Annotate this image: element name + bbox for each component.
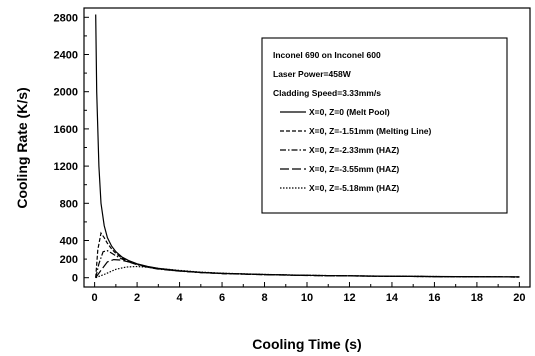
- y-tick-label: 1200: [54, 161, 78, 173]
- x-tick-label: 10: [301, 292, 313, 304]
- legend-entry-label: X=0, Z=-2.33mm (HAZ): [309, 145, 399, 155]
- series-line: [95, 258, 520, 279]
- legend-entries: X=0, Z=0 (Melt Pool) X=0, Z=-1.51mm (Melt…: [280, 107, 432, 193]
- y-tick-label: 800: [60, 198, 78, 210]
- legend-annotation-speed: Cladding Speed=3.33mm/s: [273, 88, 381, 98]
- x-tick-label: 12: [343, 292, 355, 304]
- x-tick-label: 8: [261, 292, 267, 304]
- legend-entry-label: X=0, Z=-1.51mm (Melting Line): [309, 126, 432, 136]
- x-tick-label: 14: [386, 292, 399, 304]
- legend-frame: [261, 37, 508, 214]
- x-tick-label: 2: [134, 292, 140, 304]
- x-tick-label: 16: [428, 292, 440, 304]
- axis-ticks: 0 2 4 6 8 10 12 14 16 18 2004008001200160020002400…: [54, 12, 526, 304]
- y-axis-title: Cooling Rate (K/s): [14, 87, 30, 208]
- y-tick-label: 0: [72, 273, 78, 285]
- y-tick-label: 2400: [54, 50, 78, 62]
- y-tick-label: 400: [60, 236, 78, 248]
- x-tick-label: 18: [471, 292, 483, 304]
- x-tick-label: 4: [177, 292, 184, 304]
- x-tick-label: 0: [92, 292, 98, 304]
- x-tick-label: 6: [219, 292, 225, 304]
- x-axis-title: Cooling Time (s): [252, 336, 361, 352]
- series-line: [95, 250, 520, 278]
- legend-annotation-alloy: Inconel 690 on Inconel 600: [273, 50, 381, 60]
- series-lines: [95, 14, 520, 279]
- series-line: [95, 231, 520, 278]
- y-tick-label: 1600: [54, 124, 78, 136]
- legend-annotation-power: Laser Power=458W: [273, 69, 352, 79]
- y-tick-label: 2000: [54, 87, 78, 99]
- legend-entry-label: X=0, Z=-3.55mm (HAZ): [309, 164, 399, 174]
- legend-entry-label: X=0, Z=-5.18mm (HAZ): [309, 183, 399, 193]
- legend-box: Inconel 690 on Inconel 600 Laser Power=4…: [261, 37, 508, 214]
- y-tick-label-extra: 200: [60, 254, 78, 266]
- y-tick-label: 2800: [54, 12, 78, 24]
- legend-entry-label: X=0, Z=0 (Melt Pool): [309, 107, 390, 117]
- series-line: [95, 265, 520, 279]
- x-tick-label: 20: [513, 292, 525, 304]
